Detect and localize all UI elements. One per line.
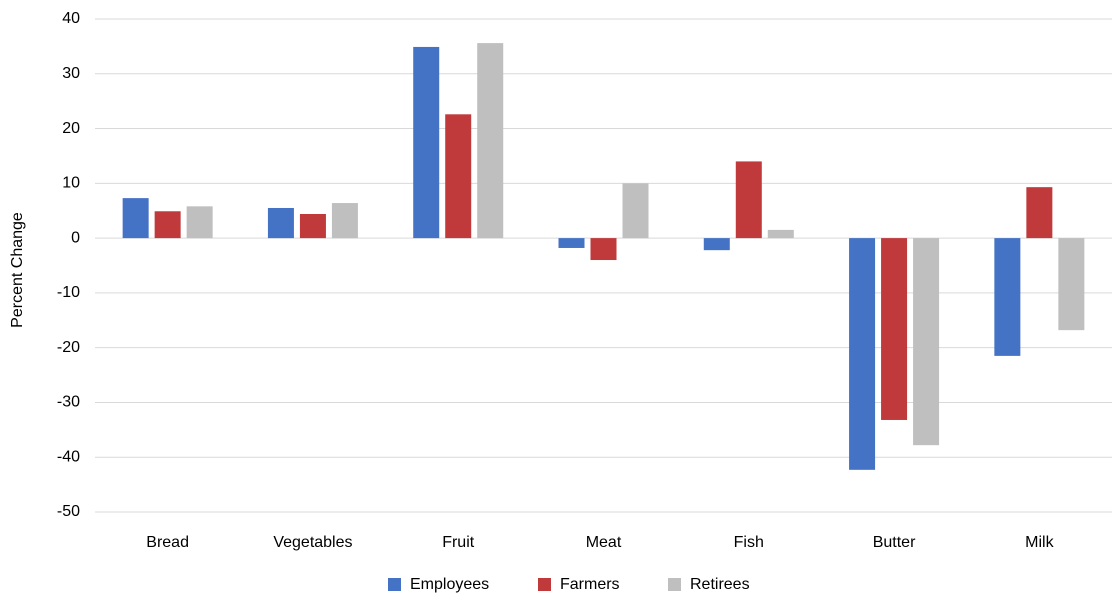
- bar: [558, 238, 585, 248]
- x-tick-label: Butter: [873, 534, 916, 551]
- bar: [413, 46, 440, 239]
- y-tick-label: 20: [62, 120, 80, 137]
- bar: [994, 238, 1021, 356]
- x-tick-label: Bread: [146, 534, 189, 551]
- y-tick-label: 0: [71, 229, 80, 246]
- bar: [154, 211, 181, 239]
- bar: [477, 43, 504, 239]
- x-tick-label: Meat: [586, 534, 622, 551]
- y-tick-label: -20: [57, 339, 80, 356]
- legend-label: Retirees: [690, 576, 750, 593]
- y-tick-label: -10: [57, 284, 80, 301]
- bar: [1058, 238, 1085, 331]
- legend-swatch: [668, 578, 681, 591]
- y-tick-label: -30: [57, 394, 80, 411]
- bar: [1026, 187, 1053, 239]
- legend-label: Employees: [410, 576, 489, 593]
- legend-label: Farmers: [560, 576, 620, 593]
- y-tick-label: 40: [62, 10, 80, 27]
- y-axis-label: Percent Change: [9, 212, 26, 328]
- bar: [622, 183, 649, 239]
- y-tick-label: 30: [62, 65, 80, 82]
- bar: [267, 207, 294, 239]
- bar: [735, 161, 762, 239]
- legend-swatch: [388, 578, 401, 591]
- bar: [767, 229, 794, 239]
- y-tick-label: 10: [62, 175, 80, 192]
- y-tick-label: -50: [57, 503, 80, 520]
- x-tick-label: Vegetables: [273, 534, 352, 551]
- bar: [331, 203, 358, 239]
- bar: [703, 238, 730, 251]
- bar: [849, 238, 876, 470]
- x-tick-label: Milk: [1025, 534, 1054, 551]
- bar: [299, 214, 326, 239]
- bar: [445, 114, 472, 239]
- bar: [913, 238, 940, 446]
- bar: [590, 238, 617, 261]
- x-tick-label: Fruit: [442, 534, 475, 551]
- x-tick-label: Fish: [734, 534, 764, 551]
- bar: [122, 198, 149, 239]
- bar: [881, 238, 908, 420]
- y-tick-label: -40: [57, 448, 80, 465]
- legend-swatch: [538, 578, 551, 591]
- bar: [186, 206, 213, 239]
